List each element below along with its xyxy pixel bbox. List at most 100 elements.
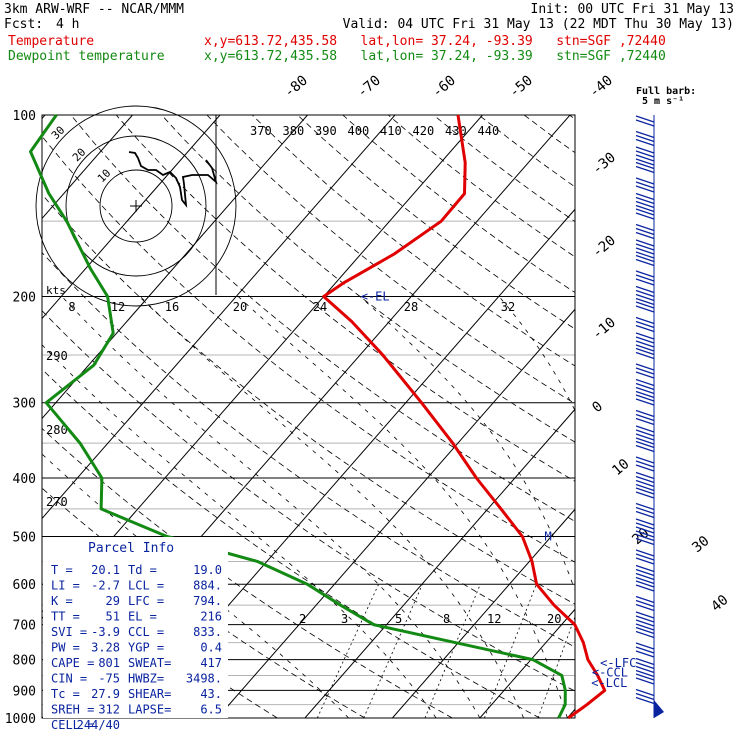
wind-barb — [635, 626, 655, 639]
wind-barb-tick — [635, 576, 655, 585]
wind-barb — [635, 332, 655, 352]
wind-barb — [635, 270, 655, 286]
isotherm-line — [42, 115, 308, 420]
wind-barb-tick — [635, 332, 655, 340]
wind-barb-tick — [635, 204, 655, 213]
wind-barb — [635, 502, 655, 519]
wind-barb-tick — [635, 301, 655, 309]
parcel-info-label: YGP = — [128, 641, 164, 655]
wind-barb — [635, 657, 655, 678]
forecast-label: Fcst: — [4, 17, 44, 32]
pressure-tick-label: 200 — [13, 291, 36, 306]
parcel-info-value: 794. — [193, 594, 222, 608]
wind-barb-tick — [635, 568, 655, 577]
level-annotation: <-LCL — [591, 676, 627, 690]
wind-barb-tick — [635, 297, 655, 306]
theta-tick-label: 400 — [348, 124, 370, 138]
mixing-ratio-tick-label: 2 — [299, 612, 306, 626]
pressure-tick-label: 300 — [13, 397, 36, 412]
wind-barb-tick — [635, 165, 655, 174]
dewpoint-label: Dewpoint temperature — [8, 49, 165, 64]
theta-tick-label: 430 — [445, 124, 467, 138]
mixing-ratio-line — [537, 615, 575, 718]
temperature-location: x,y=613.72,435.58 lat,lon= 37.24, -93.39… — [204, 34, 666, 49]
wind-barb-tick — [635, 243, 655, 251]
forecast-hour: 4 h — [56, 17, 80, 32]
wind-barb-tick — [635, 595, 655, 604]
wind-barb-tick — [635, 258, 655, 267]
wind-barb — [635, 254, 655, 267]
wind-barb-tick — [635, 460, 655, 468]
isotherm-tick-label: -40 — [586, 73, 616, 102]
mixing-ratio-tick-label: 5 — [395, 612, 402, 626]
moist-adiabat-line — [498, 296, 575, 412]
wind-barb — [635, 130, 655, 147]
pressure-tick-label: 600 — [13, 578, 36, 593]
wind-barb-tick — [635, 239, 655, 247]
wind-barb — [635, 378, 655, 399]
pressure-tick-label: 500 — [13, 530, 36, 545]
wind-barb — [635, 115, 655, 127]
parcel-info-label: T = — [51, 563, 73, 577]
wind-barb — [635, 673, 655, 685]
wind-barb — [635, 394, 655, 406]
wind-barb-tick — [635, 251, 655, 259]
wind-barb-tick — [635, 305, 655, 313]
dry-adiabat-line — [478, 115, 575, 188]
dry-adiabat-line — [297, 115, 575, 330]
hodograph-axis-label: 16 — [165, 300, 179, 314]
wind-barb-tick — [635, 433, 655, 441]
dry-adiabat-line — [161, 115, 575, 443]
valid-time: Valid: 04 UTC Fri 31 May 13 (22 MDT Thu … — [342, 17, 734, 32]
wind-barb-tick — [635, 394, 655, 402]
moist-adiabat-line — [61, 296, 481, 718]
wind-barb-tick — [635, 208, 655, 216]
parcel-info-label: SVI = — [51, 625, 87, 639]
wind-barb-tick — [635, 626, 655, 635]
wind-barb — [635, 285, 655, 306]
level-annotation: <-LFC — [600, 656, 636, 670]
pressure-tick-label: 700 — [13, 619, 36, 634]
wind-barb-tick — [635, 510, 655, 519]
wind-barb-tick — [635, 185, 655, 193]
wind-barb-tick — [635, 363, 655, 371]
parcel-info-value: -75 — [98, 672, 120, 686]
wind-barb — [635, 595, 655, 612]
wind-barb — [635, 471, 655, 492]
wind-barb — [635, 409, 655, 426]
wind-barb-tick — [635, 247, 655, 255]
wind-barb-tick — [635, 611, 655, 619]
wind-barb-tick — [635, 367, 655, 375]
parcel-info-label: LFC = — [128, 594, 164, 608]
isotherm-tick-label: 10 — [609, 456, 632, 479]
wind-barb-tick — [635, 177, 655, 185]
dry-adiabat-line — [523, 115, 575, 154]
wind-barb-tick — [635, 564, 655, 573]
isotherm-line — [479, 608, 575, 718]
hodograph-ring-label: 20 — [70, 146, 89, 165]
wind-barb-tick — [635, 549, 655, 557]
dry-adiabat-line — [42, 368, 540, 718]
parcel-info-value: 29 — [106, 594, 120, 608]
wind-barb — [635, 208, 655, 220]
mixing-ratio-line — [316, 584, 379, 718]
parcel-info-value: 27.9 — [91, 687, 120, 701]
plot-frame — [41, 114, 576, 719]
wind-barb-tick — [635, 471, 655, 480]
temperature-profile-line — [322, 114, 607, 720]
parcel-info-label: SWEAT= — [128, 656, 171, 670]
wind-barb-tick — [635, 320, 655, 329]
wind-barb-tick — [635, 324, 655, 333]
wind-barb — [635, 146, 655, 166]
mixing-ratio-tick-label: 20 — [547, 612, 561, 626]
wind-barb-tick — [635, 119, 655, 127]
moist-adiabat-line — [359, 296, 575, 592]
model-title: 3km ARW-WRF -- NCAR/MMM — [4, 2, 185, 17]
dry-adiabat-line — [206, 115, 575, 405]
wind-barb — [635, 456, 655, 472]
parcel-info-value: 3.28 — [91, 641, 120, 655]
theta-tick-label: 270 — [46, 495, 68, 509]
wind-barb-tick — [635, 150, 655, 158]
parcel-info-value: 312 — [98, 703, 120, 717]
wind-barb-tick — [635, 696, 655, 705]
